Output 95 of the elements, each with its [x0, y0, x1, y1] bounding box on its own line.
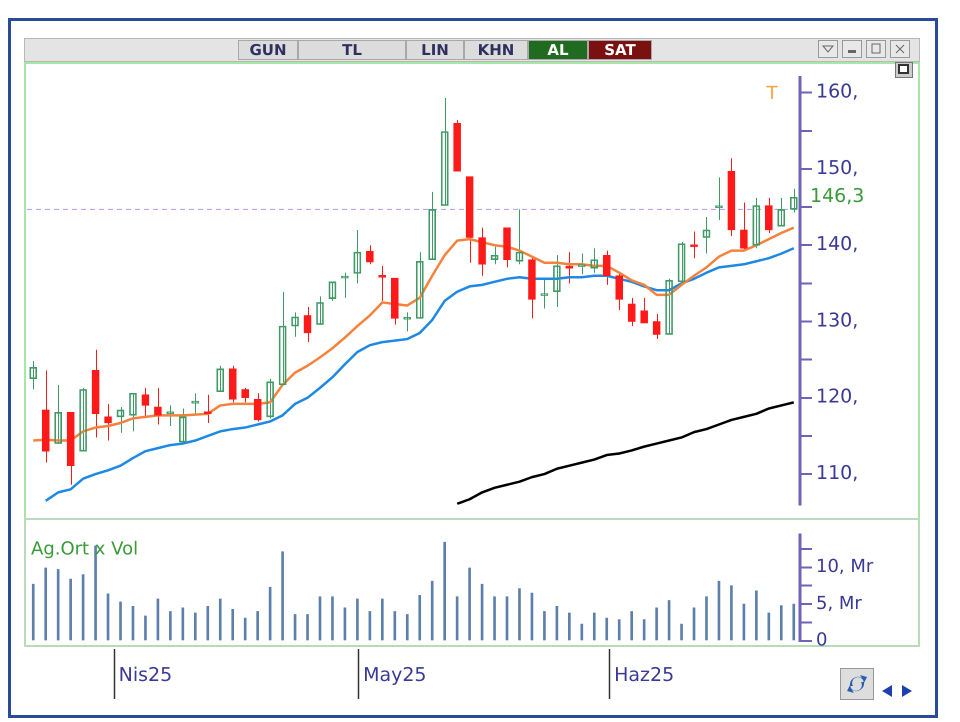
- y-tick-label: 0: [816, 630, 828, 651]
- bar: [443, 542, 446, 640]
- bar: [506, 596, 508, 640]
- candlestick: [403, 312, 412, 332]
- text: 146,3: [810, 185, 864, 208]
- bar: [480, 584, 484, 640]
- bar: [144, 616, 147, 640]
- bar: [94, 546, 97, 640]
- bar: [456, 596, 458, 640]
- bar: [344, 607, 346, 640]
- bar: [680, 624, 683, 640]
- bar: [218, 598, 222, 640]
- candlestick: [254, 392, 262, 422]
- bar: [132, 606, 134, 640]
- bar: [705, 596, 708, 640]
- bar: [406, 614, 409, 640]
- y-tick-label: 5, Mr: [816, 592, 862, 614]
- bar: [381, 598, 384, 640]
- bar: [742, 604, 746, 640]
- bar: [393, 611, 396, 640]
- bar: [418, 594, 422, 640]
- bar: [556, 606, 558, 640]
- bar: [244, 618, 247, 640]
- bar: [780, 605, 783, 640]
- bar: [281, 551, 284, 640]
- bar: [206, 606, 210, 640]
- bar: [32, 584, 35, 640]
- y-tick-label: 160,: [816, 80, 858, 103]
- candlestick: [104, 403, 112, 442]
- bar: [580, 624, 584, 640]
- x-tick-label: May25: [363, 664, 427, 686]
- y-tick-label: 140,: [816, 233, 858, 256]
- y-tick-label: 150,: [816, 156, 858, 179]
- y-tick-label: 120,: [816, 386, 858, 408]
- bar: [618, 619, 621, 640]
- bar: [82, 574, 84, 640]
- bar: [294, 614, 296, 640]
- y-tick-label: 130,: [816, 309, 858, 332]
- bar: [692, 607, 696, 640]
- bar: [605, 618, 608, 640]
- candlestick: [191, 392, 200, 414]
- bar: [331, 596, 334, 640]
- bar: [768, 612, 770, 640]
- candlestick: [628, 297, 636, 327]
- bar: [530, 592, 534, 640]
- bar: [718, 580, 720, 640]
- candlestick: [640, 297, 648, 324]
- text: TL: [298, 40, 406, 60]
- bar: [69, 578, 72, 640]
- text: GUN: [238, 40, 298, 60]
- text: KHN: [464, 40, 528, 60]
- text: AL: [528, 40, 588, 60]
- annotation: T: [766, 83, 778, 104]
- bar: [44, 568, 48, 640]
- candlestick: [304, 306, 312, 343]
- bar: [119, 602, 122, 640]
- bar: [56, 569, 60, 640]
- bar: [568, 612, 571, 640]
- bar: [256, 611, 259, 640]
- text: LIN: [406, 40, 464, 60]
- bar: [468, 568, 471, 640]
- bar: [156, 598, 160, 640]
- bar: [231, 608, 234, 640]
- candlestick: [740, 202, 748, 252]
- candlestick: [615, 272, 624, 311]
- candlestick: [602, 250, 611, 286]
- y-tick-label: 110,: [816, 462, 858, 484]
- bar: [356, 598, 359, 640]
- y-tick-label: 10, Mr: [816, 556, 874, 577]
- x-tick-label: Haz25: [614, 664, 674, 686]
- bar: [268, 586, 272, 640]
- bar: [792, 604, 796, 640]
- x-tick-label: Nis25: [118, 664, 172, 686]
- candlestick: [765, 197, 773, 234]
- bar: [169, 611, 172, 640]
- bar: [106, 593, 110, 640]
- bar: [592, 612, 596, 640]
- bar: [543, 611, 546, 640]
- bar: [518, 588, 521, 640]
- bar: [630, 611, 634, 640]
- bar: [755, 590, 758, 640]
- bar: [642, 619, 646, 640]
- bar: [655, 607, 658, 640]
- bar: [318, 596, 322, 640]
- bar: [306, 614, 309, 640]
- bar: [730, 585, 733, 640]
- bar: [493, 596, 496, 640]
- bar: [194, 612, 197, 640]
- bar: [182, 607, 184, 640]
- candlestick: [652, 313, 660, 340]
- bar: [668, 600, 670, 640]
- text: SAT: [588, 40, 652, 60]
- candlestick: [154, 387, 162, 425]
- bar: [430, 580, 434, 640]
- bar: [368, 611, 372, 640]
